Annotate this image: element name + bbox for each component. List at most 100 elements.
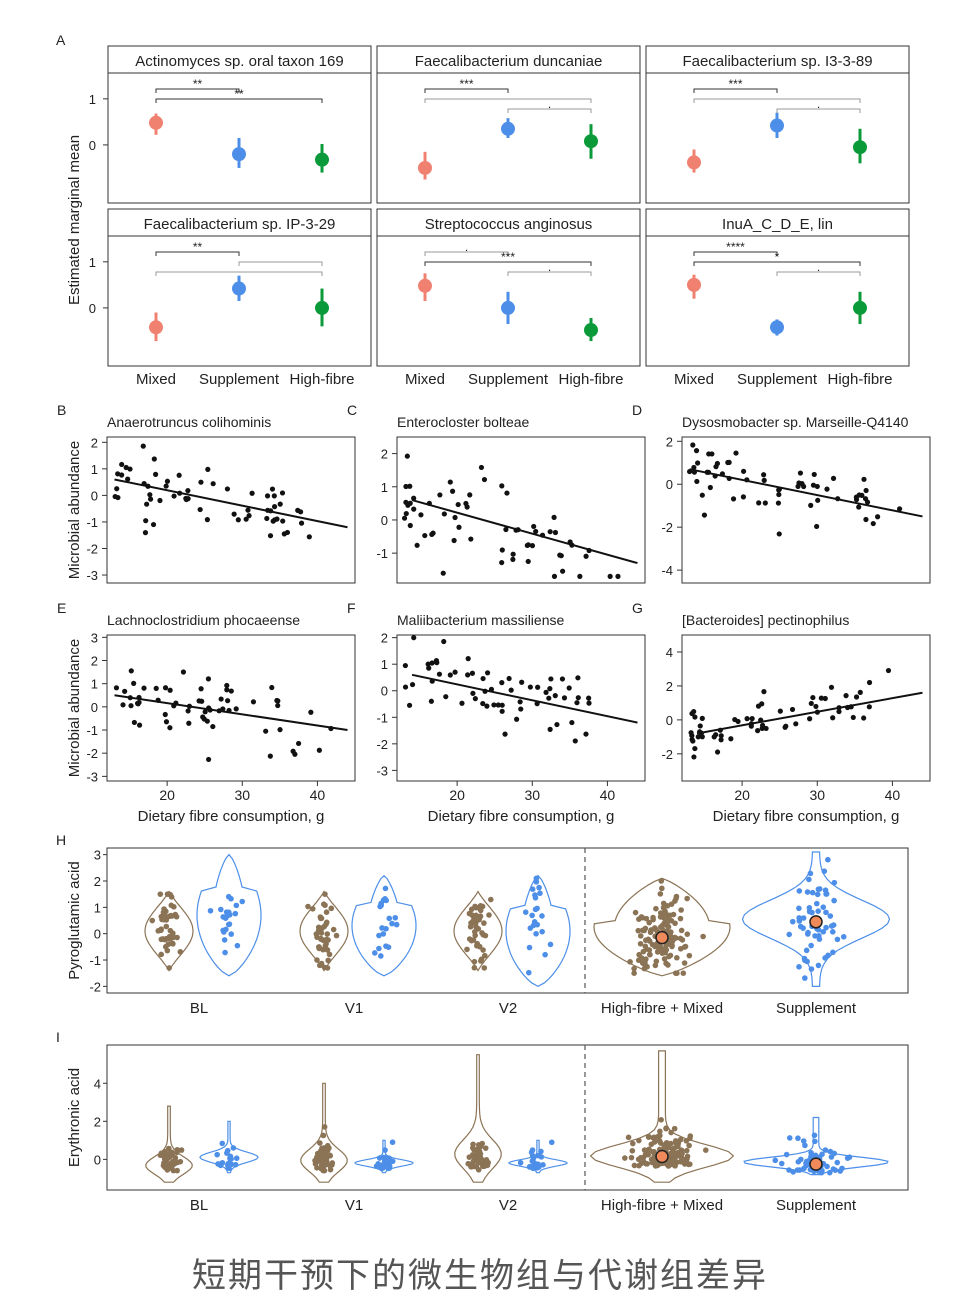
violin-point	[679, 1150, 685, 1157]
violin-point	[668, 917, 675, 924]
violin-point	[801, 1165, 807, 1172]
violin-point	[533, 875, 540, 882]
x-tick-label: Mixed	[405, 371, 445, 388]
violin-point	[174, 1167, 180, 1174]
violin-point	[378, 953, 384, 959]
data-point	[443, 694, 449, 700]
data-point	[885, 667, 892, 674]
data-point	[403, 510, 409, 517]
x-tick-label: Supplement	[468, 371, 549, 388]
violin-point	[161, 916, 167, 923]
data-point	[552, 693, 558, 699]
violin-point	[226, 921, 233, 927]
data-point	[245, 507, 251, 513]
violin-point	[474, 940, 481, 947]
violin-point	[529, 1158, 536, 1164]
violin-point	[625, 1134, 632, 1141]
violin-point	[224, 1161, 231, 1168]
violin-point	[663, 942, 669, 949]
violin-point	[223, 926, 229, 933]
panel-letter: C	[347, 402, 357, 418]
violin-point	[207, 907, 214, 914]
violin-point	[221, 937, 228, 943]
significance-bracket	[155, 88, 240, 93]
violin-ylabel: Erythronic acid	[66, 1068, 83, 1167]
data-point	[506, 675, 512, 682]
y-tick-label: 2	[94, 1114, 101, 1129]
regression-line	[114, 694, 348, 732]
data-point	[808, 502, 814, 508]
data-point	[808, 700, 814, 707]
data-point	[277, 501, 283, 507]
data-point	[403, 483, 409, 490]
data-point	[267, 533, 274, 539]
violin-point	[321, 1124, 328, 1130]
violin-point	[379, 925, 385, 931]
violin-point	[670, 911, 677, 918]
data-point	[147, 496, 154, 502]
violin-point	[804, 889, 811, 895]
violin-point	[530, 922, 537, 929]
violin-point	[536, 884, 542, 891]
violin-point	[820, 904, 827, 911]
y-tick-label: 2	[381, 631, 388, 646]
data-point	[554, 721, 560, 728]
violin-point	[783, 1151, 790, 1158]
data-point	[186, 720, 192, 726]
data-point	[263, 728, 269, 734]
scatter-title: [Bacteroides] pectinophilus	[682, 612, 849, 628]
violin-point	[320, 1132, 327, 1139]
data-point	[548, 676, 554, 682]
data-point	[543, 689, 549, 695]
violin-point	[161, 910, 168, 917]
violin-point	[790, 1169, 797, 1175]
data-point	[153, 685, 159, 691]
mean-point	[687, 277, 701, 292]
data-point	[290, 748, 296, 754]
violin-point	[532, 906, 539, 913]
data-point	[225, 698, 231, 704]
x-tick-label: Supplement	[776, 1197, 857, 1214]
mean-point	[501, 300, 515, 315]
violin-point	[686, 952, 693, 959]
data-point	[131, 719, 137, 726]
x-axis-title: Dietary fibre consumption, g	[428, 808, 615, 825]
data-point	[499, 559, 505, 566]
violin-point	[538, 1148, 544, 1155]
data-point	[202, 709, 208, 715]
violin-point	[671, 1125, 678, 1132]
facet-title: Faecalibacterium sp. IP-3-29	[144, 216, 336, 233]
significance-bracket	[693, 251, 778, 256]
violin-point	[314, 1165, 320, 1171]
data-point	[524, 542, 530, 549]
mean-point	[149, 320, 163, 335]
violin-point	[822, 955, 828, 961]
data-point	[559, 676, 566, 682]
data-point	[830, 715, 836, 721]
violin-point	[650, 914, 656, 921]
significance-label: .	[548, 97, 551, 111]
data-point	[218, 696, 224, 702]
violin-point	[323, 936, 330, 943]
data-point	[510, 556, 516, 563]
data-point	[896, 506, 903, 512]
violin-point	[487, 896, 494, 903]
violin-point	[536, 1164, 542, 1170]
violin-shape	[300, 1082, 348, 1183]
violin-point	[228, 931, 234, 937]
violin-point	[803, 1160, 809, 1167]
regression-line	[696, 691, 923, 735]
significance-bracket	[155, 251, 240, 256]
data-point	[499, 547, 505, 553]
significance-label: .	[817, 260, 820, 274]
significance-label: .	[548, 260, 551, 274]
violin-point	[631, 1162, 638, 1169]
plot-frame	[681, 634, 931, 782]
violin-point	[663, 1139, 670, 1146]
violin-point	[533, 930, 539, 937]
violin-point	[542, 951, 548, 958]
x-tick-label: Supplement	[776, 1000, 857, 1017]
data-point	[401, 515, 408, 521]
y-tick-label: -4	[661, 563, 673, 578]
violin-shape	[454, 1054, 502, 1183]
